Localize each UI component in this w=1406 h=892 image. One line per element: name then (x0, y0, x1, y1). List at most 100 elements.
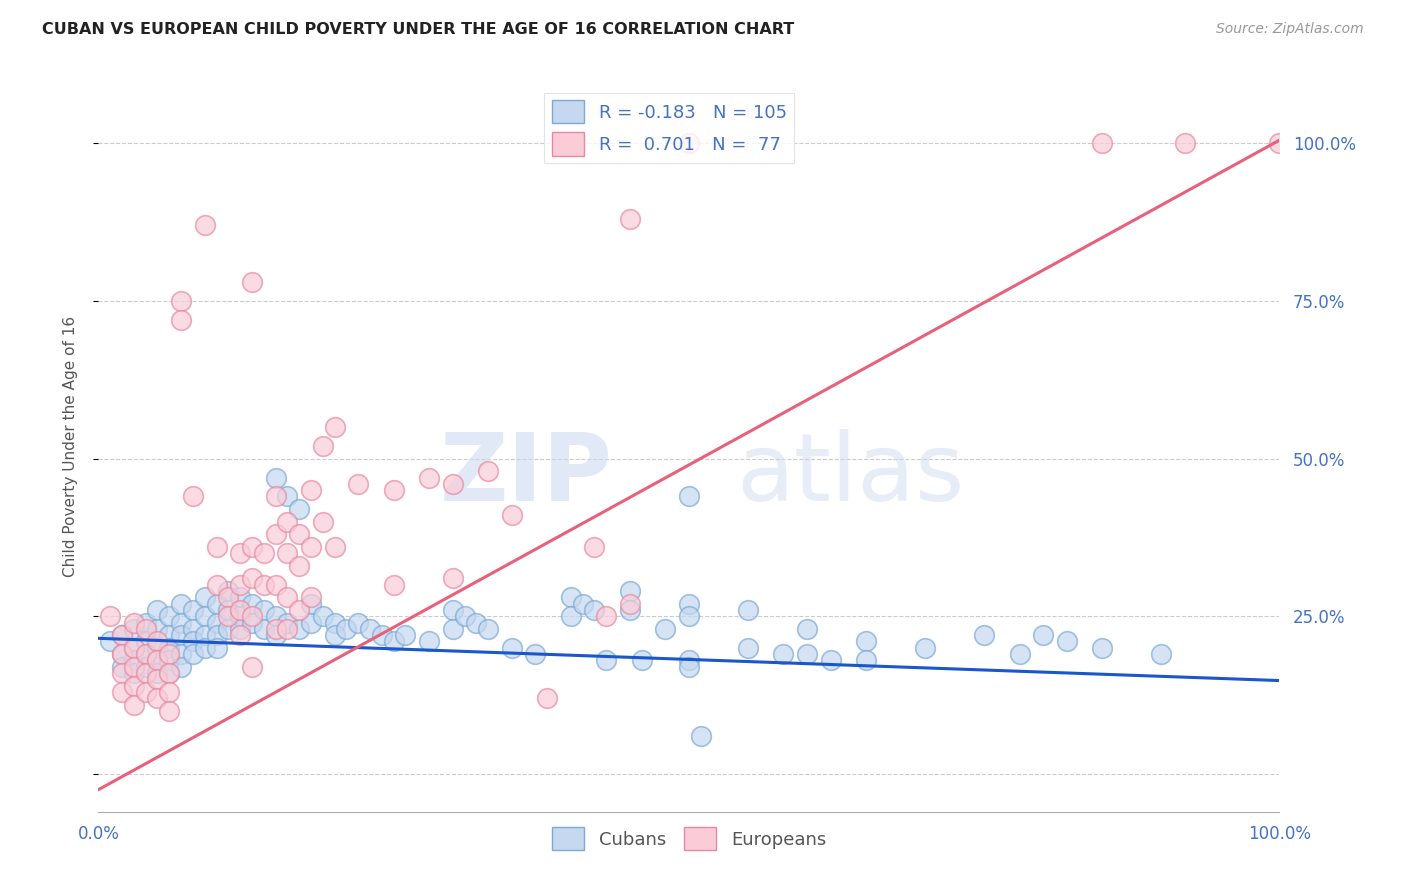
Point (240, 597, 263, 611)
Point (855, 653, 877, 667)
Point (240, 609, 263, 624)
Text: ZIP: ZIP (439, 429, 612, 521)
Point (253, 578, 276, 592)
Point (146, 673, 169, 687)
Point (1091, 136, 1114, 151)
Point (122, 640, 145, 655)
Point (772, 647, 794, 661)
Point (217, 591, 239, 605)
Point (264, 628, 287, 642)
Point (595, 609, 617, 624)
Point (240, 540, 263, 554)
Point (288, 502, 311, 516)
Point (288, 558, 311, 573)
Point (122, 622, 145, 636)
Point (583, 603, 606, 617)
Point (619, 212, 641, 227)
Point (382, 483, 405, 497)
Point (737, 603, 759, 617)
Point (181, 603, 204, 617)
Text: CUBAN VS EUROPEAN CHILD POVERTY UNDER THE AGE OF 16 CORRELATION CHART: CUBAN VS EUROPEAN CHILD POVERTY UNDER TH… (42, 22, 794, 37)
Point (194, 628, 217, 642)
Point (288, 527, 311, 541)
Point (122, 615, 145, 630)
Point (371, 628, 394, 642)
Point (240, 659, 263, 673)
Point (157, 685, 180, 699)
Point (1150, 647, 1173, 661)
Point (205, 615, 228, 630)
Point (441, 622, 464, 636)
Point (122, 665, 145, 680)
Point (217, 603, 239, 617)
Point (194, 591, 217, 605)
Point (276, 591, 298, 605)
Point (122, 698, 145, 712)
Point (146, 634, 169, 648)
Point (560, 609, 582, 624)
Point (157, 653, 180, 667)
Point (98, 634, 121, 648)
Point (98, 609, 121, 624)
Point (536, 691, 558, 706)
Point (264, 527, 287, 541)
Point (264, 490, 287, 504)
Legend: Cubans, Europeans: Cubans, Europeans (544, 820, 834, 857)
Point (229, 591, 252, 605)
Point (335, 622, 357, 636)
Point (678, 659, 700, 673)
Point (654, 622, 676, 636)
Point (135, 647, 157, 661)
Point (619, 603, 641, 617)
Point (157, 704, 180, 718)
Point (796, 647, 818, 661)
Point (194, 219, 217, 233)
Point (205, 628, 228, 642)
Point (253, 603, 276, 617)
Point (382, 578, 405, 592)
Point (146, 622, 169, 636)
Point (323, 540, 346, 554)
Point (157, 628, 180, 642)
Point (111, 647, 134, 661)
Point (855, 634, 877, 648)
Point (973, 628, 995, 642)
Point (678, 609, 700, 624)
Point (619, 597, 641, 611)
Point (1268, 136, 1291, 151)
Point (312, 515, 335, 529)
Point (135, 622, 157, 636)
Point (122, 653, 145, 667)
Point (194, 609, 217, 624)
Point (135, 685, 157, 699)
Point (229, 609, 252, 624)
Point (194, 640, 217, 655)
Point (181, 622, 204, 636)
Point (441, 603, 464, 617)
Point (323, 420, 346, 434)
Point (135, 659, 157, 673)
Point (477, 464, 499, 478)
Point (264, 578, 287, 592)
Point (1174, 136, 1197, 151)
Point (288, 603, 311, 617)
Point (253, 546, 276, 560)
Point (205, 540, 228, 554)
Point (205, 578, 228, 592)
Point (217, 609, 239, 624)
Point (264, 622, 287, 636)
Point (146, 603, 169, 617)
Point (441, 476, 464, 491)
Point (299, 597, 322, 611)
Point (146, 653, 169, 667)
Point (418, 634, 440, 648)
Point (312, 439, 335, 453)
Point (135, 647, 157, 661)
Point (571, 597, 593, 611)
Point (595, 653, 617, 667)
Point (157, 665, 180, 680)
Point (135, 665, 157, 680)
Point (229, 622, 252, 636)
Y-axis label: Child Poverty Under the Age of 16: Child Poverty Under the Age of 16 (63, 316, 77, 576)
Point (170, 313, 193, 327)
